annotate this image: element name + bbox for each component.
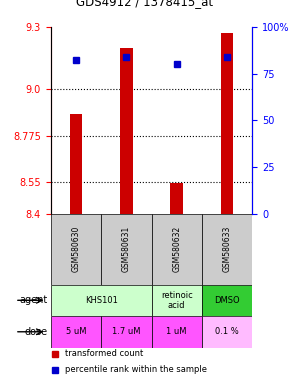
- Bar: [202, 214, 252, 285]
- Bar: [101, 316, 151, 348]
- Text: 1.7 uM: 1.7 uM: [112, 327, 141, 336]
- Bar: [70, 114, 82, 214]
- Text: transformed count: transformed count: [65, 349, 143, 358]
- Text: DMSO: DMSO: [214, 296, 240, 305]
- Bar: [101, 214, 151, 285]
- Text: 5 uM: 5 uM: [66, 327, 86, 336]
- Bar: [202, 285, 252, 316]
- Text: KHS101: KHS101: [85, 296, 117, 305]
- Text: GSM580632: GSM580632: [172, 226, 181, 272]
- Text: agent: agent: [20, 295, 48, 305]
- Bar: [151, 316, 202, 348]
- Text: GSM580631: GSM580631: [122, 226, 131, 272]
- Bar: [221, 33, 233, 214]
- Bar: [151, 285, 202, 316]
- Text: dose: dose: [25, 327, 48, 337]
- Bar: [151, 214, 202, 285]
- Text: 0.1 %: 0.1 %: [215, 327, 239, 336]
- Bar: [202, 316, 252, 348]
- Text: GSM580633: GSM580633: [223, 226, 232, 272]
- Bar: [51, 214, 101, 285]
- Bar: [51, 285, 151, 316]
- Bar: [51, 316, 101, 348]
- Text: retinoic
acid: retinoic acid: [161, 291, 193, 310]
- Bar: [120, 48, 133, 214]
- Text: percentile rank within the sample: percentile rank within the sample: [65, 366, 207, 374]
- Bar: [171, 184, 183, 214]
- Text: GSM580630: GSM580630: [71, 226, 80, 272]
- Text: 1 uM: 1 uM: [166, 327, 187, 336]
- Text: GDS4912 / 1378415_at: GDS4912 / 1378415_at: [77, 0, 213, 8]
